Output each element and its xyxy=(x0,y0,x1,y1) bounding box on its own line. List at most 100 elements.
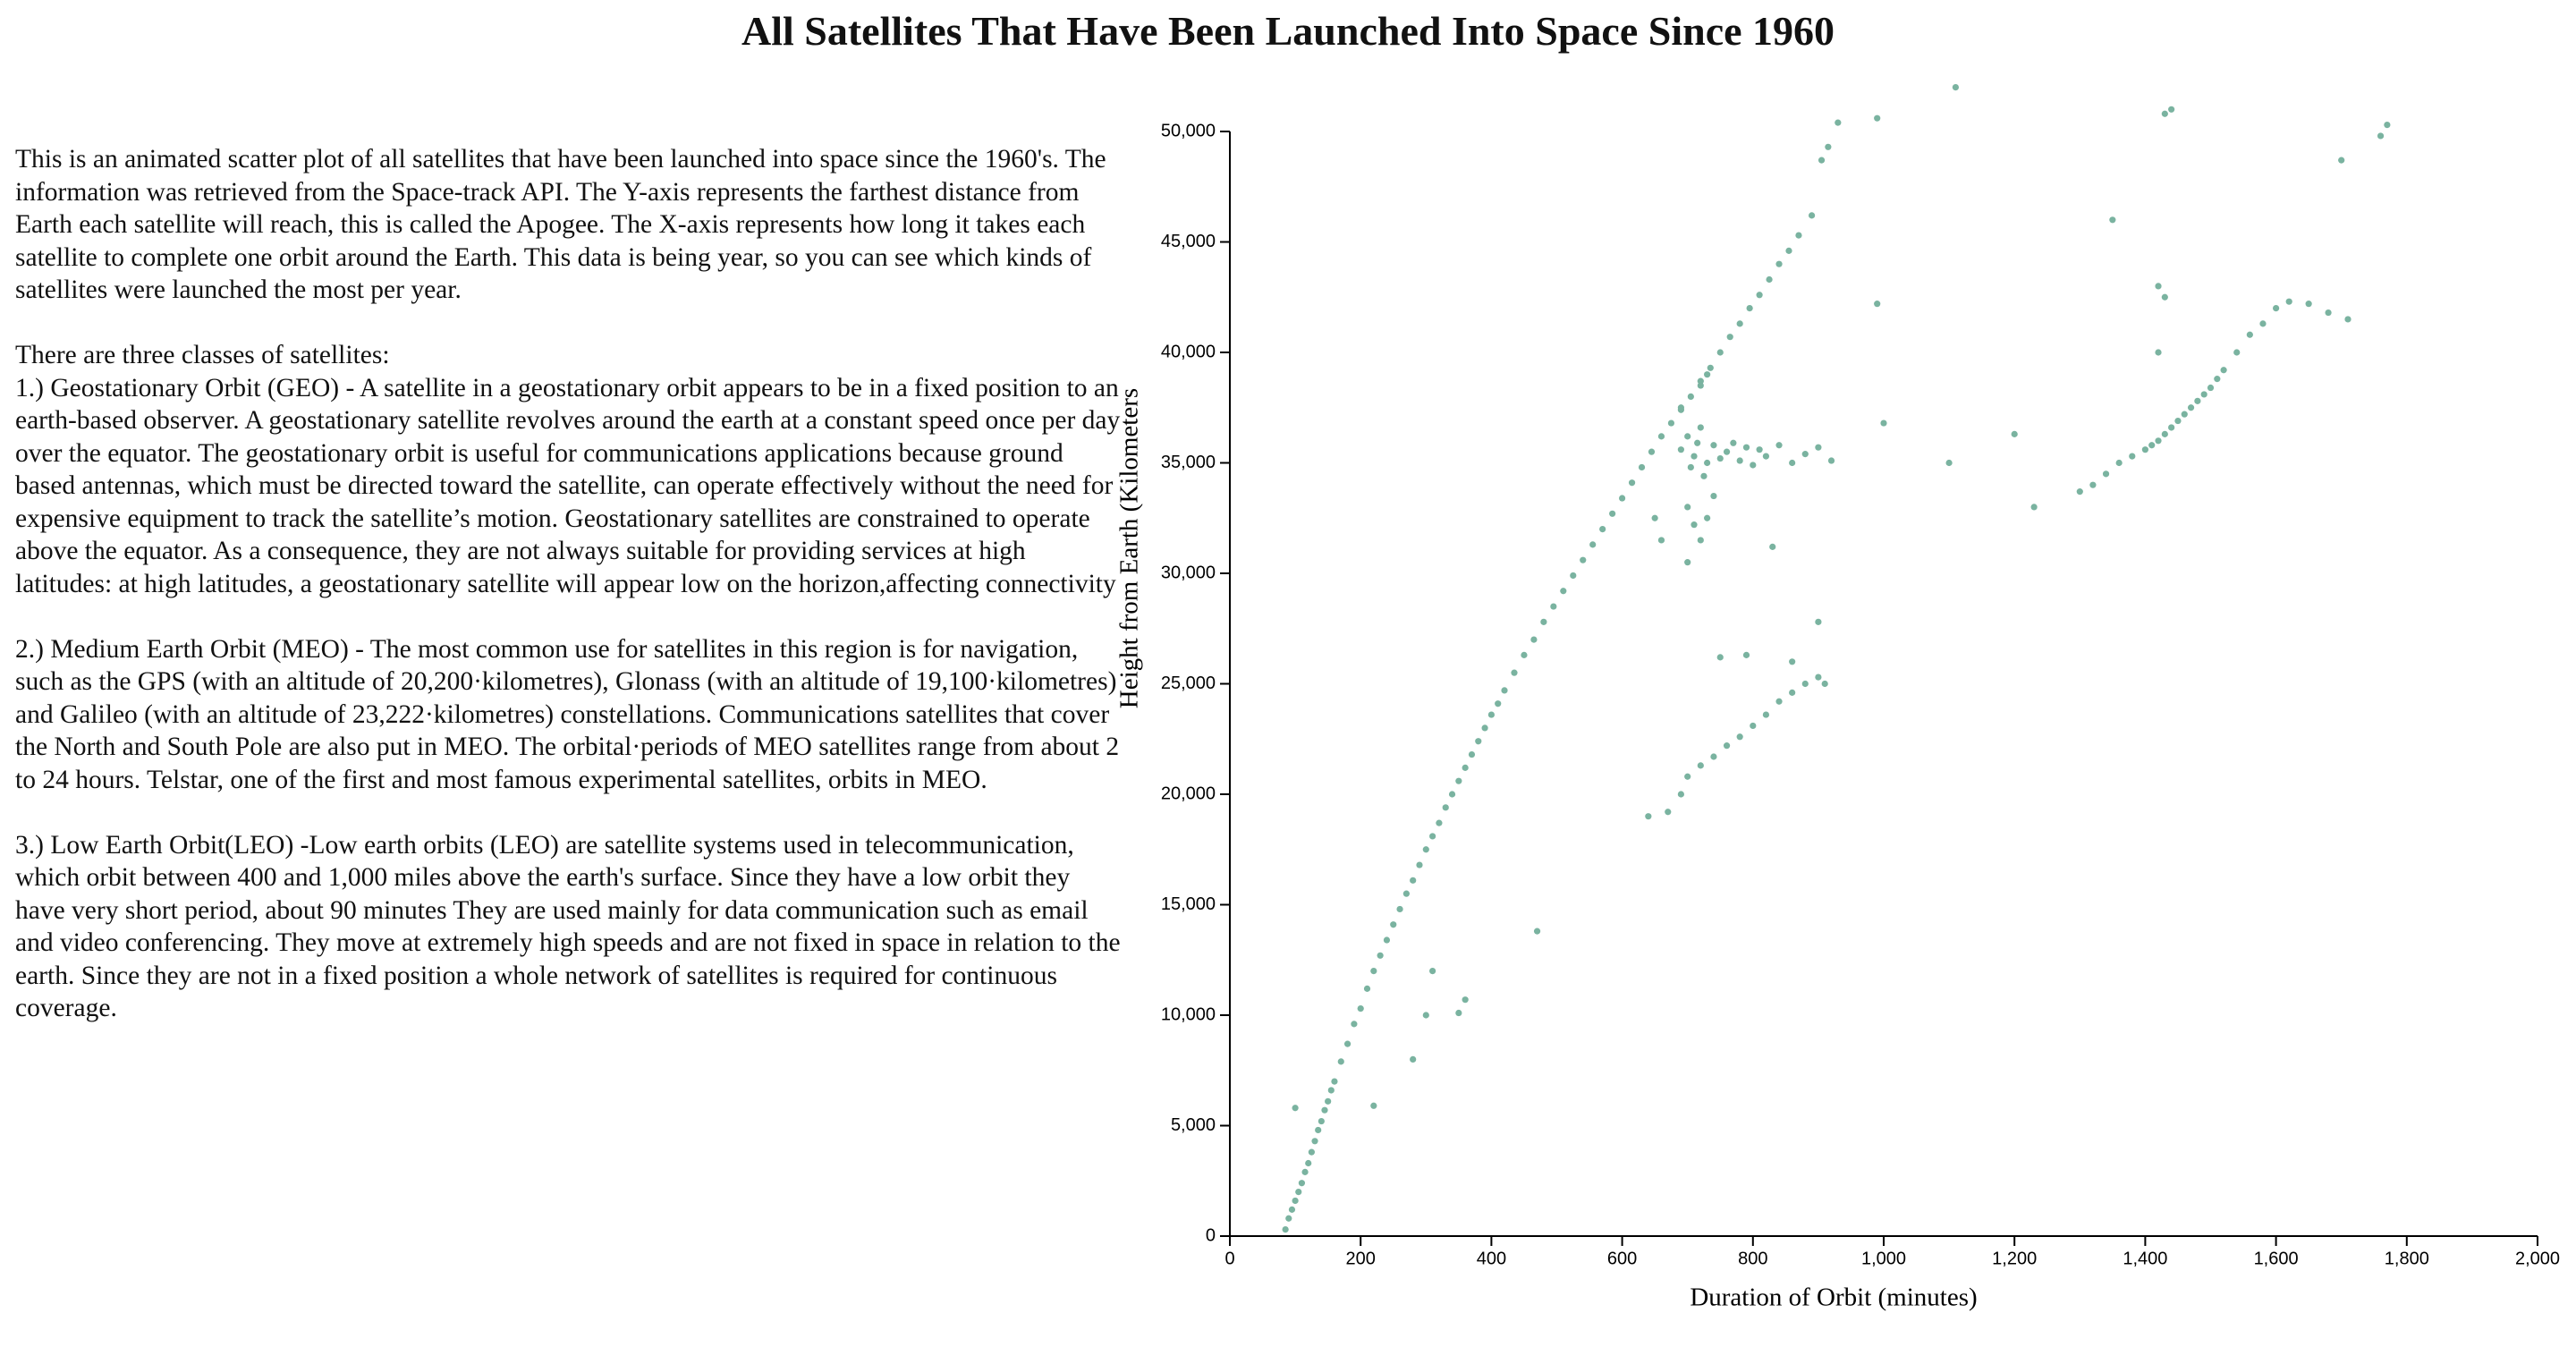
satellite-point xyxy=(1410,1055,1417,1063)
satellite-point xyxy=(1628,479,1636,487)
satellite-point xyxy=(1785,247,1792,254)
x-axis-title: Duration of Orbit (minutes) xyxy=(1690,1283,1977,1312)
satellite-point xyxy=(1410,877,1417,884)
satellite-point xyxy=(1704,371,1711,378)
x-tick-label: 2,000 xyxy=(2515,1249,2560,1268)
satellite-point xyxy=(2194,397,2201,404)
satellite-point xyxy=(2338,157,2345,164)
y-tick-label: 20,000 xyxy=(1161,784,1216,803)
satellite-point xyxy=(1756,446,1763,453)
satellite-point xyxy=(2129,453,2136,460)
satellite-point xyxy=(1550,603,1557,610)
satellite-point xyxy=(1710,492,1717,500)
satellite-point xyxy=(1487,711,1495,718)
satellite-point xyxy=(1540,618,1547,625)
satellite-point xyxy=(2155,437,2162,445)
satellite-point xyxy=(1298,1180,1306,1187)
satellite-point xyxy=(1762,711,1770,718)
satellite-point xyxy=(1874,114,1881,122)
satellite-point xyxy=(2109,216,2116,224)
satellite-point xyxy=(2384,121,2391,129)
satellite-point xyxy=(1331,1078,1338,1085)
satellite-point xyxy=(1560,588,1567,595)
y-tick-label: 45,000 xyxy=(1161,232,1216,251)
satellite-point xyxy=(1282,1225,1289,1233)
satellite-point xyxy=(1570,572,1577,580)
satellite-point xyxy=(1687,463,1694,471)
satellite-point xyxy=(1416,861,1423,868)
satellite-point xyxy=(1716,454,1724,462)
satellite-point xyxy=(1684,433,1691,440)
satellite-point xyxy=(2259,320,2267,327)
satellite-point xyxy=(1707,364,1714,371)
satellite-point xyxy=(1945,459,1953,467)
satellite-point xyxy=(1657,433,1665,440)
class-item: 3.) Low Earth Orbit(LEO) -Low earth orbi… xyxy=(15,830,1121,1023)
satellite-point xyxy=(1580,556,1587,563)
satellite-point xyxy=(2089,481,2097,488)
satellite-point xyxy=(1825,143,1832,150)
description: This is an animated scatter plot of all … xyxy=(15,143,1124,1057)
satellite-point xyxy=(2246,331,2253,338)
satellite-point xyxy=(1325,1097,1332,1105)
satellite-point xyxy=(2273,305,2280,312)
classes-block: There are three classes of satellites: 1.… xyxy=(15,339,1124,600)
satellite-point xyxy=(1363,985,1371,992)
satellite-point xyxy=(1657,537,1665,544)
satellite-point xyxy=(1775,698,1783,705)
satellite-point xyxy=(1481,724,1488,732)
satellite-point xyxy=(1599,526,1606,533)
satellite-point xyxy=(1648,448,1656,455)
satellite-point xyxy=(1337,1058,1344,1065)
satellite-point xyxy=(1377,952,1384,959)
satellite-point xyxy=(1697,377,1704,385)
satellite-point xyxy=(1402,890,1410,897)
satellite-point xyxy=(1533,928,1541,935)
satellite-point xyxy=(2115,459,2123,467)
satellite-point xyxy=(2174,417,2182,425)
y-tick-label: 10,000 xyxy=(1161,1004,1216,1024)
x-tick-label: 200 xyxy=(1346,1249,1376,1268)
class-item: 2.) Medium Earth Orbit (MEO) - The most … xyxy=(15,634,1120,794)
satellite-point xyxy=(1521,651,1528,658)
satellite-point xyxy=(2220,367,2227,374)
satellite-point xyxy=(1422,1012,1429,1019)
satellite-point xyxy=(2102,470,2110,478)
satellite-point xyxy=(1710,753,1717,760)
satellite-point xyxy=(1746,305,1753,312)
y-tick-label: 35,000 xyxy=(1161,453,1216,472)
y-tick-label: 25,000 xyxy=(1161,674,1216,693)
satellite-point xyxy=(1827,457,1835,464)
satellite-point xyxy=(1351,1021,1358,1028)
satellite-point xyxy=(1318,1117,1325,1125)
satellite-point xyxy=(1704,459,1711,467)
satellite-point xyxy=(1835,119,1842,126)
satellite-point xyxy=(2168,106,2175,113)
satellite-point xyxy=(1789,689,1796,696)
y-tick-label: 40,000 xyxy=(1161,342,1216,361)
satellite-point xyxy=(1429,968,1436,975)
satellite-point xyxy=(1684,504,1691,511)
satellite-point xyxy=(2233,349,2241,356)
satellite-point xyxy=(1475,738,1482,745)
satellite-point xyxy=(1766,275,1773,284)
satellite-point xyxy=(1723,448,1731,455)
satellite-point xyxy=(1295,1189,1302,1196)
satellite-point xyxy=(1383,936,1391,944)
satellite-point xyxy=(1292,1197,1299,1205)
x-tick-label: 1,000 xyxy=(1861,1249,1906,1268)
satellite-point xyxy=(1501,687,1508,694)
satellite-point xyxy=(1311,1138,1318,1145)
satellite-point xyxy=(1462,996,1469,1004)
x-tick-label: 600 xyxy=(1607,1249,1637,1268)
satellite-point xyxy=(1619,495,1626,502)
satellite-point xyxy=(1952,84,1960,91)
satellite-point xyxy=(1716,654,1724,661)
satellite-point xyxy=(1697,424,1704,431)
y-tick-label: 5,000 xyxy=(1171,1115,1216,1135)
satellite-point xyxy=(2377,132,2385,140)
satellite-point xyxy=(1396,905,1403,913)
satellite-point xyxy=(1801,451,1809,458)
satellite-point xyxy=(1301,1168,1309,1175)
y-tick-label: 0 xyxy=(1206,1225,1216,1245)
